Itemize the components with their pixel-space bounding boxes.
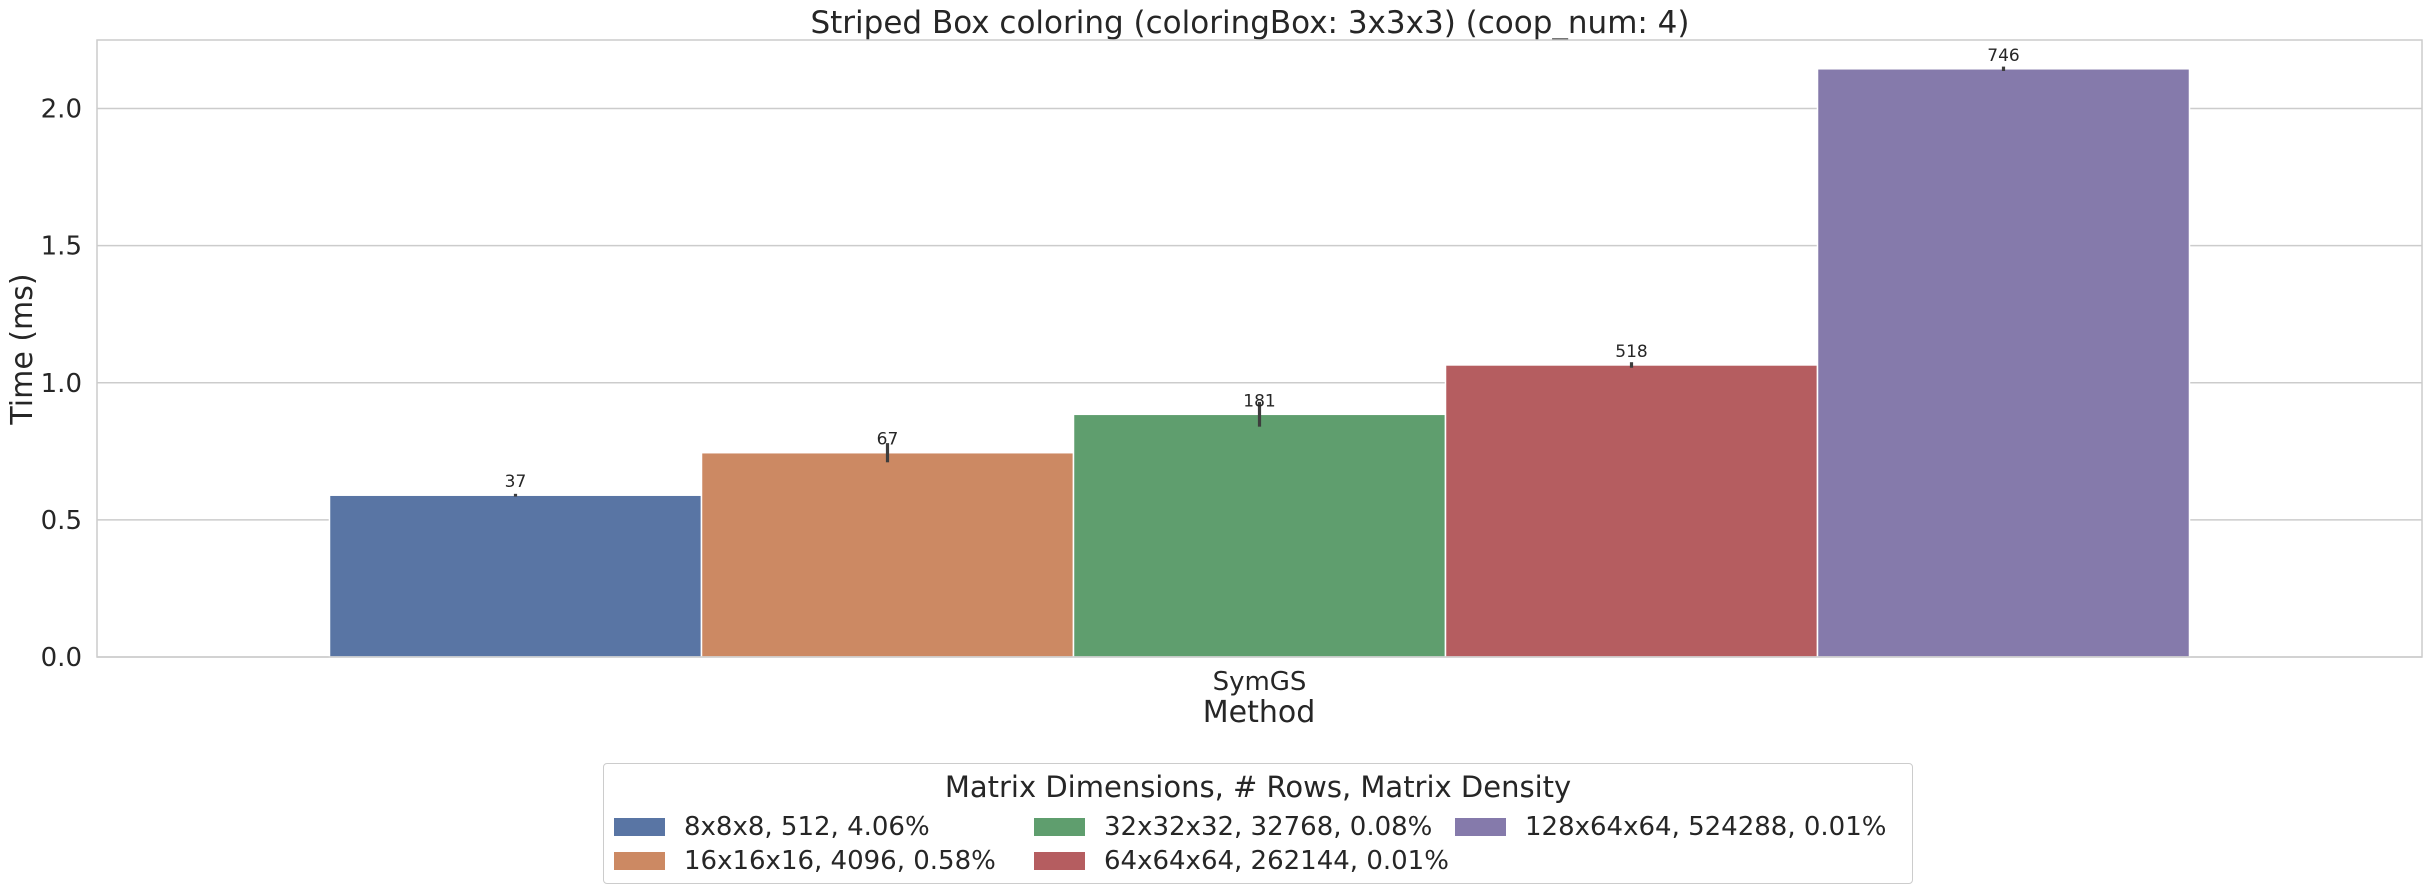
error-bars	[513, 66, 2006, 497]
bar	[1072, 413, 1447, 658]
y-tick-label: 0.5	[41, 506, 82, 536]
legend-label: 8x8x8, 512, 4.06%	[684, 812, 930, 842]
x-axis-label: Method	[1203, 695, 1316, 730]
x-tick-label: SymGS	[1213, 667, 1307, 697]
legend-item: 8x8x8, 512, 4.06%	[614, 812, 930, 842]
legend-swatch	[1455, 818, 1506, 836]
legend-title: Matrix Dimensions, # Rows, Matrix Densit…	[944, 770, 1572, 804]
legend: Matrix Dimensions, # Rows, Matrix Densit…	[603, 763, 1913, 884]
legend-label: 32x32x32, 32768, 0.08%	[1104, 812, 1433, 842]
legend-item: 128x64x64, 524288, 0.01%	[1455, 812, 1886, 842]
bar-value-label: 746	[1987, 46, 2019, 66]
legend-item: 32x32x32, 32768, 0.08%	[1034, 812, 1432, 842]
legend-label: 64x64x64, 262144, 0.01%	[1104, 846, 1449, 876]
plot-frame	[96, 39, 2423, 658]
legend-swatch	[1034, 818, 1085, 836]
bar-value-label: 37	[505, 472, 527, 492]
bar	[1816, 68, 2191, 658]
legend-swatch	[614, 818, 665, 836]
bar-chart: Striped Box coloring (coloringBox: 3x3x3…	[5, 5, 2423, 730]
bar	[1444, 364, 1819, 658]
tick-labels: 0.0 0.5 1.0 1.5 2.0 SymGS	[41, 95, 1307, 697]
legend-swatch	[1034, 852, 1085, 870]
bar	[700, 451, 1075, 658]
y-tick-label: 2.0	[41, 95, 82, 125]
y-tick-label: 1.5	[41, 232, 82, 262]
legend-swatch	[614, 852, 665, 870]
bar-value-label: 181	[1243, 391, 1275, 411]
bar-value-label: 67	[877, 430, 899, 450]
bar-value-labels: 37 67 181 518 746	[505, 46, 2020, 492]
legend-label: 128x64x64, 524288, 0.01%	[1525, 812, 1887, 842]
bars	[328, 68, 2191, 658]
chart-title: Striped Box coloring (coloringBox: 3x3x3…	[810, 5, 1689, 41]
bar-value-label: 518	[1615, 342, 1647, 362]
legend-item: 16x16x16, 4096, 0.58%	[614, 846, 996, 876]
y-tick-label: 1.0	[41, 369, 82, 399]
bar	[328, 494, 703, 658]
y-tick-label: 0.0	[41, 643, 82, 673]
legend-item: 64x64x64, 262144, 0.01%	[1034, 846, 1449, 876]
y-axis-label: Time (ms)	[5, 273, 40, 425]
legend-label: 16x16x16, 4096, 0.58%	[684, 846, 996, 876]
